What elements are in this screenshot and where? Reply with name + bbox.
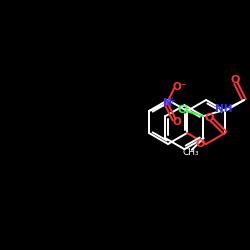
Text: O: O (173, 117, 182, 127)
Text: N: N (163, 98, 172, 108)
Text: O⁻: O⁻ (172, 82, 186, 92)
Text: NH: NH (215, 104, 232, 114)
Text: CH₃: CH₃ (182, 148, 199, 157)
Text: +: + (168, 96, 174, 104)
Text: Cl: Cl (178, 105, 189, 115)
Text: O: O (204, 113, 214, 123)
Text: O: O (230, 75, 239, 85)
Text: O: O (196, 139, 205, 149)
